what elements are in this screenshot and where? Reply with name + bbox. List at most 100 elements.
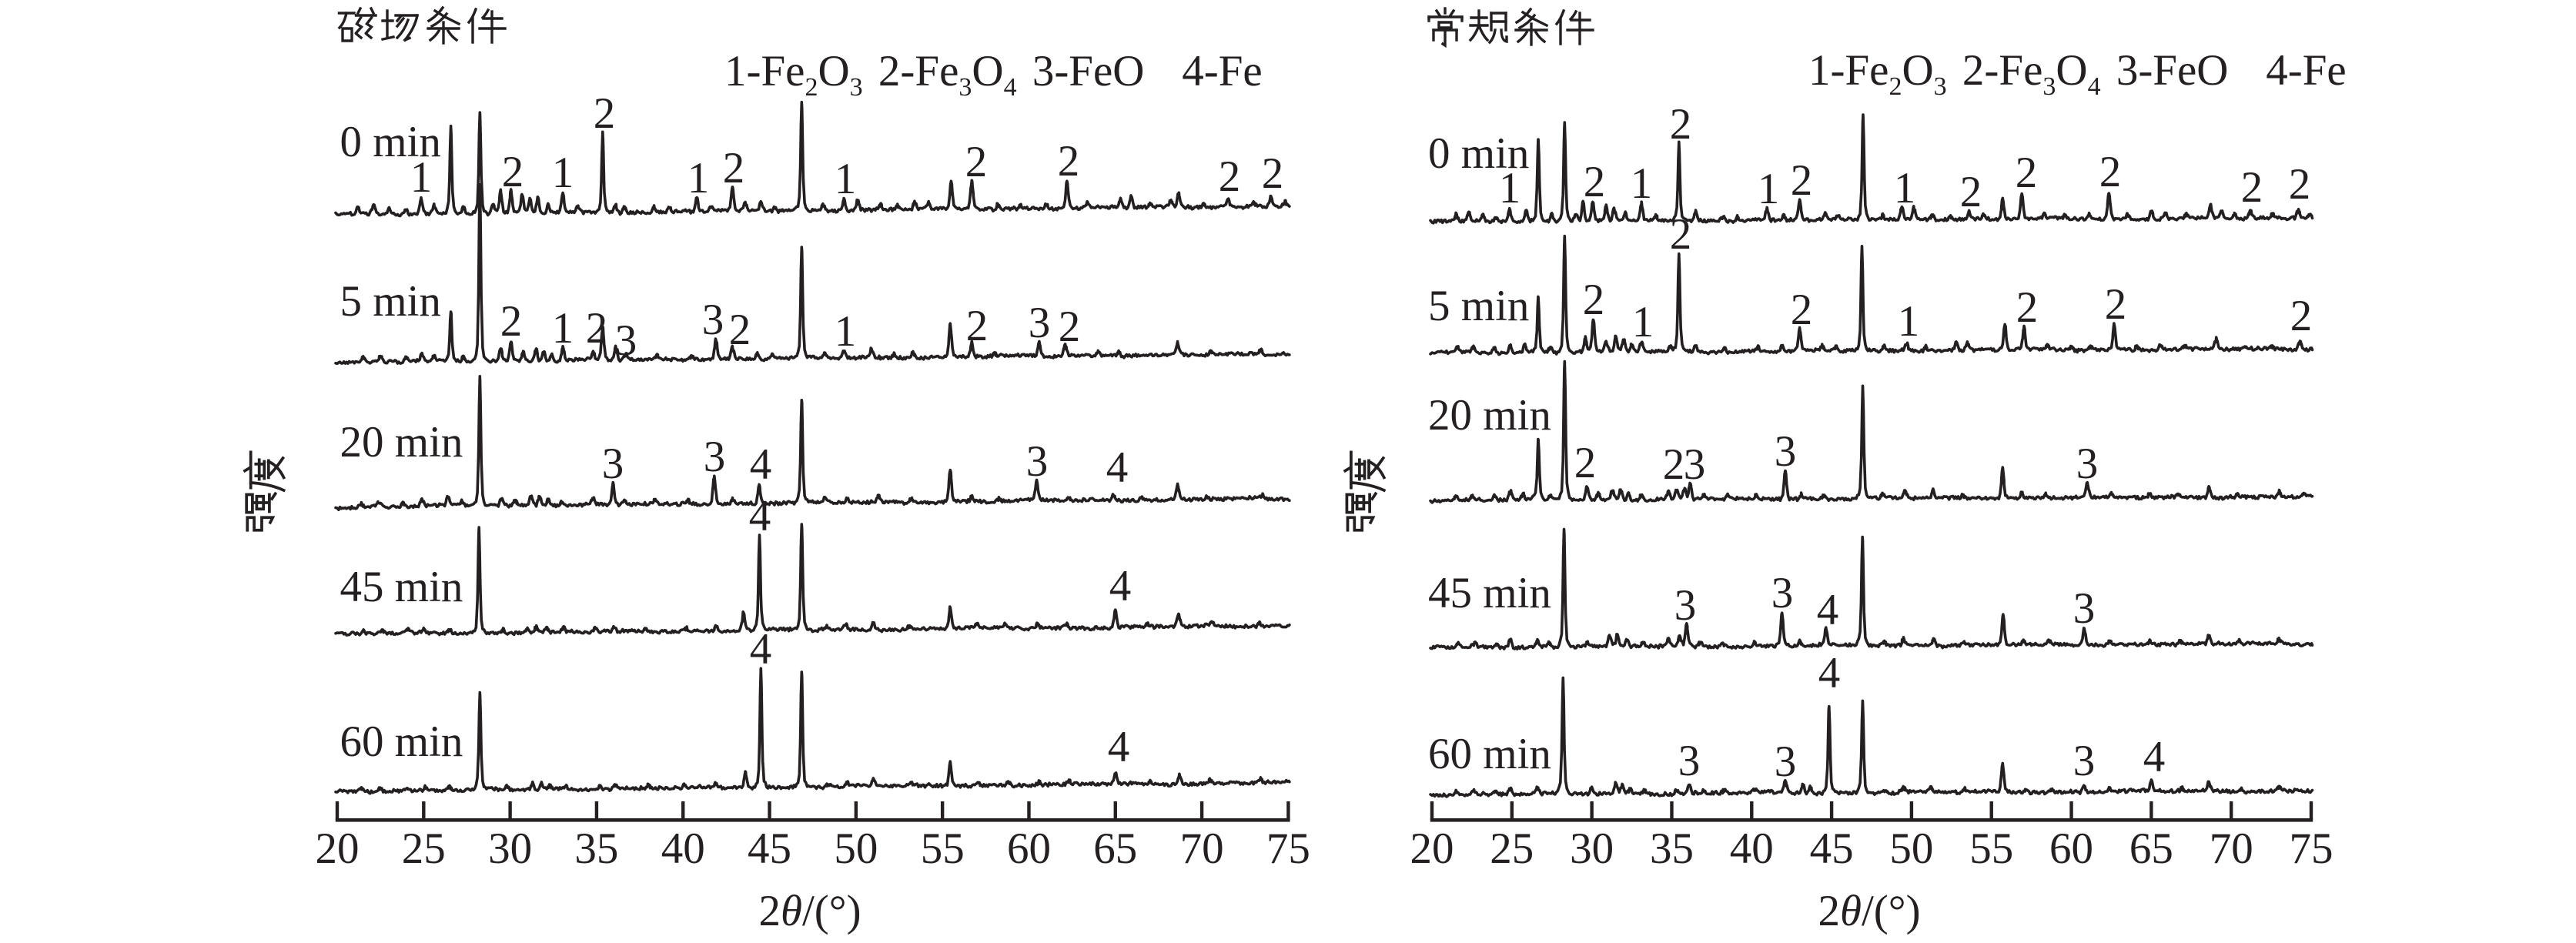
svg-text:1: 1 — [1894, 164, 1916, 212]
svg-text:2: 2 — [1791, 156, 1813, 205]
svg-text:2: 2 — [1670, 100, 1692, 149]
svg-text:4: 4 — [749, 492, 771, 540]
svg-text:1: 1 — [1499, 164, 1521, 212]
svg-text:70: 70 — [1180, 824, 1224, 873]
svg-text:2: 2 — [1663, 440, 1685, 489]
svg-text:2θ/(°): 2θ/(°) — [758, 887, 861, 935]
svg-text:75: 75 — [2290, 824, 2333, 873]
svg-text:3: 3 — [1775, 737, 1797, 786]
svg-text:2: 2 — [2289, 160, 2311, 209]
svg-text:20 min: 20 min — [340, 418, 463, 466]
svg-text:3: 3 — [702, 296, 724, 344]
svg-text:1-Fe2O3 2-Fe3O4 3-FeO 4-Fe: 1-Fe2O3 2-Fe3O4 3-FeO 4-Fe — [724, 47, 1263, 102]
svg-text:25: 25 — [402, 824, 446, 873]
svg-text:20 min: 20 min — [1428, 391, 1551, 440]
svg-text:2: 2 — [1791, 286, 1813, 334]
svg-text:4: 4 — [1818, 649, 1841, 697]
svg-text:60: 60 — [1007, 824, 1051, 873]
svg-text:2: 2 — [1960, 168, 1982, 216]
svg-text:1: 1 — [1898, 297, 1920, 346]
svg-text:3: 3 — [1775, 427, 1797, 476]
svg-text:25: 25 — [1490, 824, 1534, 873]
svg-text:45 min: 45 min — [340, 563, 463, 611]
svg-text:2: 2 — [2099, 148, 2122, 196]
svg-text:2: 2 — [1670, 210, 1692, 259]
svg-text:35: 35 — [574, 824, 618, 873]
svg-text:3: 3 — [1026, 437, 1049, 486]
svg-text:2: 2 — [586, 304, 608, 353]
svg-text:3: 3 — [1771, 569, 1794, 617]
svg-text:1: 1 — [835, 155, 857, 203]
svg-text:1: 1 — [1758, 165, 1780, 213]
svg-text:35: 35 — [1650, 824, 1694, 873]
svg-text:2: 2 — [2241, 163, 2263, 212]
svg-text:3: 3 — [602, 440, 624, 488]
svg-text:0 min: 0 min — [1428, 129, 1529, 178]
svg-text:40: 40 — [1730, 824, 1774, 873]
svg-text:4: 4 — [1817, 586, 1839, 634]
svg-text:2: 2 — [1584, 158, 1606, 206]
svg-text:2: 2 — [1262, 149, 1284, 198]
svg-text:4: 4 — [2143, 733, 2166, 781]
svg-text:60 min: 60 min — [1428, 730, 1551, 778]
svg-text:4: 4 — [750, 440, 772, 489]
svg-text:3: 3 — [1029, 299, 1051, 347]
svg-text:20: 20 — [316, 824, 360, 873]
svg-text:3: 3 — [615, 316, 637, 365]
svg-text:5 min: 5 min — [340, 277, 441, 326]
svg-text:3: 3 — [2073, 737, 2096, 785]
svg-text:70: 70 — [2210, 824, 2253, 873]
svg-text:1: 1 — [835, 307, 857, 356]
svg-text:4: 4 — [1109, 562, 1132, 610]
svg-text:60: 60 — [2049, 824, 2093, 873]
svg-text:20: 20 — [1410, 824, 1454, 873]
svg-text:1: 1 — [552, 304, 574, 353]
svg-text:2: 2 — [2016, 283, 2039, 332]
svg-text:55: 55 — [921, 824, 965, 873]
svg-text:2: 2 — [1219, 152, 1241, 201]
svg-text:3: 3 — [1678, 737, 1701, 785]
svg-text:2: 2 — [2016, 149, 2038, 197]
svg-text:2: 2 — [502, 148, 524, 196]
svg-text:2: 2 — [2105, 280, 2127, 329]
svg-text:2: 2 — [1583, 276, 1605, 324]
svg-text:30: 30 — [1570, 824, 1614, 873]
svg-text:2: 2 — [1574, 439, 1597, 487]
svg-text:45: 45 — [1810, 824, 1854, 873]
svg-text:5 min: 5 min — [1428, 282, 1529, 330]
svg-text:3: 3 — [2073, 584, 2096, 633]
svg-text:55: 55 — [1969, 824, 2013, 873]
svg-text:2: 2 — [1058, 137, 1080, 186]
svg-text:4: 4 — [750, 625, 772, 674]
svg-text:40: 40 — [661, 824, 705, 873]
svg-text:50: 50 — [834, 824, 878, 873]
svg-text:2: 2 — [729, 306, 751, 354]
svg-text:3: 3 — [1684, 440, 1706, 489]
svg-text:3: 3 — [704, 433, 726, 481]
svg-text:2: 2 — [723, 144, 745, 192]
svg-text:3: 3 — [2076, 440, 2099, 488]
svg-text:50: 50 — [1889, 824, 1933, 873]
svg-text:1: 1 — [410, 153, 433, 202]
svg-text:3: 3 — [1674, 581, 1697, 630]
svg-text:4: 4 — [1108, 723, 1130, 771]
svg-text:2: 2 — [594, 89, 616, 138]
svg-text:30: 30 — [488, 824, 532, 873]
svg-text:75: 75 — [1266, 824, 1310, 873]
svg-text:0 min: 0 min — [340, 118, 441, 166]
svg-text:45 min: 45 min — [1428, 569, 1551, 617]
svg-text:2θ/(°): 2θ/(°) — [1818, 887, 1920, 935]
svg-text:2: 2 — [500, 297, 523, 346]
svg-text:1: 1 — [1631, 159, 1653, 208]
svg-text:45: 45 — [748, 824, 791, 873]
svg-text:2: 2 — [966, 302, 989, 350]
svg-text:65: 65 — [2129, 824, 2173, 873]
svg-text:2: 2 — [1059, 303, 1081, 351]
svg-text:1: 1 — [1632, 298, 1654, 346]
svg-text:2: 2 — [2290, 292, 2313, 340]
svg-text:4: 4 — [1106, 443, 1129, 492]
svg-text:1: 1 — [552, 149, 574, 197]
svg-text:60 min: 60 min — [340, 717, 463, 766]
svg-text:2: 2 — [965, 138, 988, 186]
svg-text:65: 65 — [1093, 824, 1137, 873]
